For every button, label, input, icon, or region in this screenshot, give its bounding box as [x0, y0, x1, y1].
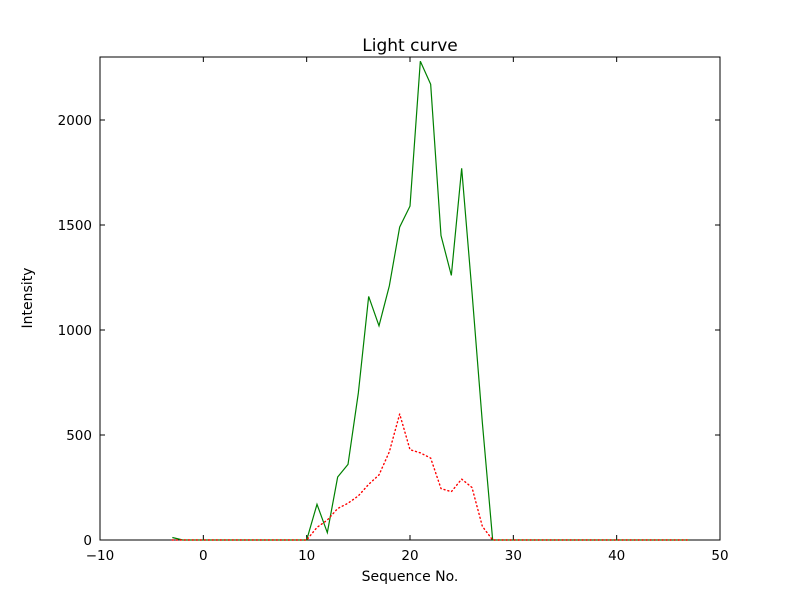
x-tick-label: 40	[608, 548, 625, 564]
green-solid-series	[172, 60, 689, 541]
x-tick-label: −10	[86, 548, 115, 564]
x-axis-label: Sequence No.	[361, 569, 459, 585]
x-tick-label: 30	[505, 548, 522, 564]
x-tick-label: 10	[298, 548, 315, 564]
y-tick-label: 2000	[58, 113, 92, 129]
y-tick-label: 1000	[58, 323, 92, 339]
axes-frame	[99, 56, 721, 541]
y-tick-label: 0	[83, 533, 92, 549]
red-dotted-series	[171, 411, 690, 541]
x-tick-label: 0	[199, 548, 208, 564]
y-tick-label: 1500	[58, 218, 92, 234]
x-tick-label: 20	[401, 548, 418, 564]
chart-title: Light curve	[362, 36, 458, 56]
y-axis-label: Intensity	[20, 267, 36, 329]
y-tick-label: 500	[66, 428, 92, 444]
x-tick-label: 50	[711, 548, 728, 564]
